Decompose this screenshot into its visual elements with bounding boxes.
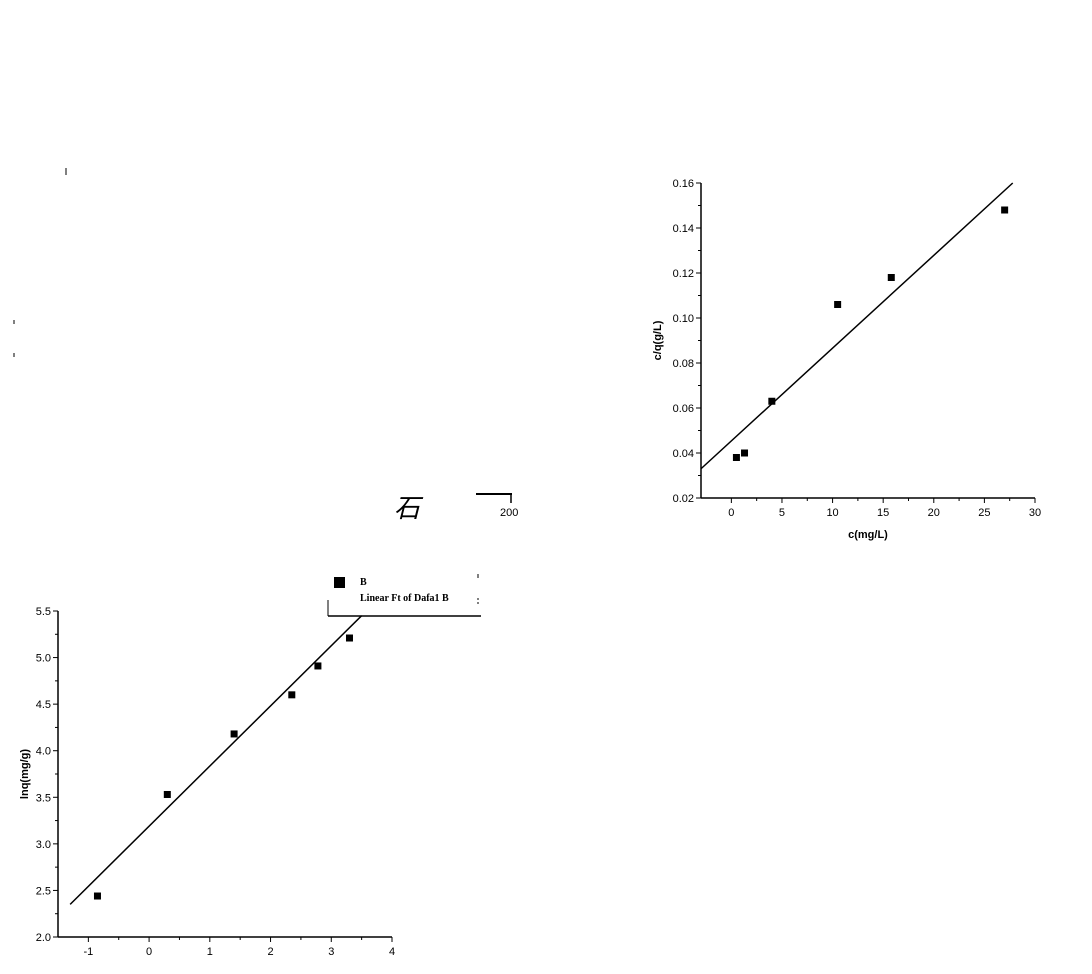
data-point: [163, 790, 171, 798]
x-tick-label: -1: [83, 946, 93, 958]
top-chart-axes: [700, 183, 1035, 499]
legend-entry-fit: Linear Ft of Dafa1 B: [360, 593, 449, 604]
bottom-chart-ticks: -1 0 1 2 3 4 2.0 2.5 3.0 3.5 4.0 4.5 5.0 5.5: [36, 606, 395, 958]
adsorption-chart-bottom: -1 0 1 2 3 4 2.0 2.5 3.0 3.5 4.0 4.5 5.0 5.5 lnq(mg/g…: [19, 574, 481, 958]
y-tick-label: 0.04: [673, 448, 694, 460]
y-tick-label: 4.5: [36, 699, 51, 711]
top-chart-fit-line: [700, 182, 1014, 470]
top-chart-x-label: c(mg/L): [848, 529, 888, 541]
bottom-chart-y-label: lnq(mg/g): [19, 749, 31, 799]
x-tick-label: 0: [146, 946, 152, 958]
bottom-chart-legend: B Linear Ft of Dafa1 B: [327, 574, 481, 617]
x-tick-label: 5: [779, 507, 785, 519]
adsorption-chart-top: 0 5 10 15 20 25 30 0.02 0.04 0.06 0.08 0.10 0.12 0.14…: [652, 178, 1041, 541]
top-chart-points: [732, 206, 1009, 461]
bottom-chart-axes: [57, 611, 392, 938]
y-tick-label: 3.5: [36, 792, 51, 804]
x-tick-label: 20: [928, 507, 940, 519]
stray-glyph: 石: [394, 494, 424, 524]
x-tick-label: 3: [328, 946, 334, 958]
y-tick-label: 0.16: [673, 178, 694, 190]
x-tick-label: 15: [877, 507, 889, 519]
x-tick-label: 2: [267, 946, 273, 958]
x-tick-label: 4: [389, 946, 395, 958]
y-tick-label: 4.0: [36, 746, 51, 758]
data-point: [732, 454, 740, 461]
y-tick-label: 2.5: [36, 885, 51, 897]
x-tick-label: 25: [978, 507, 990, 519]
y-tick-label: 0.10: [673, 313, 694, 325]
data-point: [314, 662, 322, 670]
y-tick-label: 0.02: [673, 493, 694, 505]
top-chart-y-label: c/q(g/L): [652, 320, 664, 360]
data-point: [93, 892, 101, 900]
data-point: [345, 634, 353, 642]
y-tick-label: 5.5: [36, 606, 51, 618]
x-tick-label: 0: [728, 507, 734, 519]
data-point: [887, 274, 895, 281]
y-tick-label: 5.0: [36, 653, 51, 665]
stray-tick-label: 200: [500, 507, 518, 519]
x-tick-label: 30: [1029, 507, 1041, 519]
data-point: [741, 449, 749, 457]
x-tick-label: 10: [826, 507, 838, 519]
legend-marker-square: [334, 577, 345, 588]
data-point: [230, 730, 238, 738]
y-tick-label: 0.06: [673, 403, 694, 415]
data-point: [768, 397, 776, 405]
x-tick-label: 1: [207, 946, 213, 958]
data-point: [288, 691, 296, 699]
y-tick-label: 2.0: [36, 932, 51, 944]
bottom-chart-points: [93, 634, 353, 900]
y-tick-label: 3.0: [36, 839, 51, 851]
data-point: [1001, 206, 1009, 214]
y-tick-label: 0.14: [673, 223, 694, 235]
bottom-chart-fit-line: [69, 615, 363, 905]
data-point: [834, 301, 842, 308]
y-tick-label: 0.08: [673, 358, 694, 370]
top-chart-ticks: 0 5 10 15 20 25 30 0.02 0.04 0.06 0.08 0.10 0.12 0.14…: [673, 178, 1042, 519]
legend-entry-series: B: [360, 577, 367, 588]
y-tick-label: 0.12: [673, 268, 694, 280]
